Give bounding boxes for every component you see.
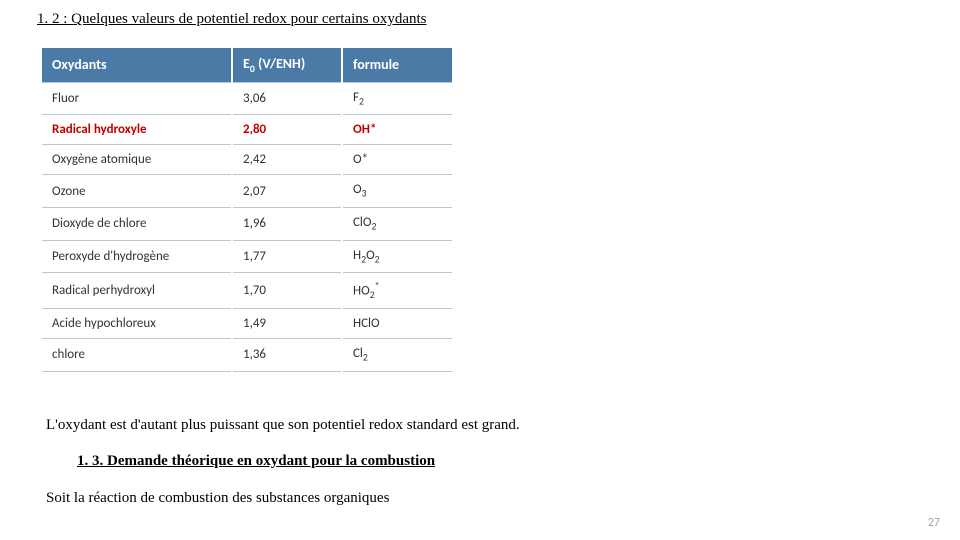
header-e0: E0 (V/ENH) <box>232 48 342 82</box>
redox-table: Oxydants E0 (V/ENH) formule Fluor3,06F2R… <box>42 48 452 372</box>
cell-name: Radical hydroxyle <box>42 115 232 145</box>
cell-e0: 1,77 <box>232 240 342 273</box>
section-heading: 1. 3. Demande théorique en oxydant pour … <box>77 453 435 470</box>
cell-formula: O3 <box>342 175 452 208</box>
cell-e0: 2,80 <box>232 115 342 145</box>
cell-name: Radical perhydroxyl <box>42 273 232 309</box>
cell-e0: 1,49 <box>232 309 342 339</box>
body-text: Soit la réaction de combustion des subst… <box>46 490 389 507</box>
page-number: 27 <box>928 516 940 530</box>
cell-e0: 2,42 <box>232 145 342 175</box>
cell-name: Fluor <box>42 82 232 115</box>
cell-e0: 1,96 <box>232 207 342 240</box>
table-row: chlore1,36Cl2 <box>42 339 452 372</box>
cell-name: Oxygène atomique <box>42 145 232 175</box>
cell-name: Peroxyde d'hydrogène <box>42 240 232 273</box>
table-row: Radical perhydroxyl1,70HO2* <box>42 273 452 309</box>
cell-name: chlore <box>42 339 232 372</box>
cell-name: Ozone <box>42 175 232 208</box>
cell-e0: 3,06 <box>232 82 342 115</box>
table-row: Peroxyde d'hydrogène1,77H2O2 <box>42 240 452 273</box>
table-row: Ozone2,07O3 <box>42 175 452 208</box>
table-row: Dioxyde de chlore1,96ClO2 <box>42 207 452 240</box>
cell-formula: O* <box>342 145 452 175</box>
cell-e0: 1,70 <box>232 273 342 309</box>
header-e0-suffix: (V/ENH) <box>255 55 305 72</box>
table-caption: L'oxydant est d'autant plus puissant que… <box>46 417 520 434</box>
cell-e0: 2,07 <box>232 175 342 208</box>
table-row: Radical hydroxyle2,80OH* <box>42 115 452 145</box>
cell-formula: ClO2 <box>342 207 452 240</box>
header-e0-prefix: E <box>243 55 250 72</box>
cell-e0: 1,36 <box>232 339 342 372</box>
cell-formula: H2O2 <box>342 240 452 273</box>
cell-formula: F2 <box>342 82 452 115</box>
page-title: 1. 2 : Quelques valeurs de potentiel red… <box>37 11 426 28</box>
header-oxydants: Oxydants <box>42 48 232 82</box>
cell-formula: HClO <box>342 309 452 339</box>
table-header-row: Oxydants E0 (V/ENH) formule <box>42 48 452 82</box>
table-row: Acide hypochloreux1,49HClO <box>42 309 452 339</box>
table-row: Fluor3,06F2 <box>42 82 452 115</box>
header-formule: formule <box>342 48 452 82</box>
cell-formula: OH* <box>342 115 452 145</box>
table-row: Oxygène atomique2,42O* <box>42 145 452 175</box>
cell-formula: HO2* <box>342 273 452 309</box>
cell-name: Dioxyde de chlore <box>42 207 232 240</box>
cell-formula: Cl2 <box>342 339 452 372</box>
cell-name: Acide hypochloreux <box>42 309 232 339</box>
